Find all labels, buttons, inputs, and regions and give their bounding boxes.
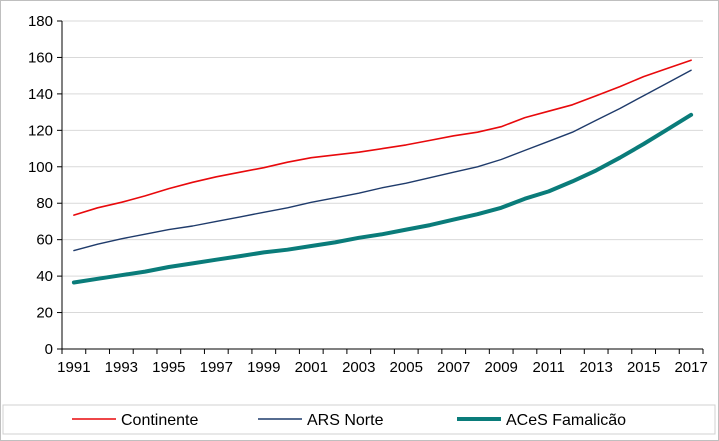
series-line-1: [73, 69, 692, 252]
legend-box: [2, 404, 716, 435]
gridlines: [62, 20, 703, 314]
series-line-2: [71, 112, 694, 285]
x-tick-label: 1999: [247, 359, 280, 376]
x-tick-label: 2015: [627, 359, 660, 376]
y-tick-label: 120: [28, 122, 53, 139]
legend: Continente ARS Norte ACeS Famalicão: [2, 404, 716, 435]
y-tick-label: 0: [45, 341, 53, 358]
x-tick-label: 2011: [533, 359, 565, 376]
x-tick-label: 2009: [485, 359, 518, 376]
y-tick-label: 140: [28, 86, 53, 103]
x-tick-label: 1993: [105, 359, 138, 376]
legend-label: ACeS Famalicão: [506, 412, 626, 429]
series-line-0: [73, 59, 692, 216]
x-tick-label: 2005: [390, 359, 423, 376]
x-tick-label: 1997: [200, 359, 233, 376]
x-tick-label: 2001: [295, 359, 328, 376]
x-tick-label: 1991: [57, 359, 90, 376]
x-tick-label: 2013: [579, 359, 612, 376]
y-tick-label: 160: [28, 49, 53, 66]
y-tick-label: 100: [28, 159, 53, 176]
y-tick-label: 40: [36, 268, 53, 285]
y-tick-label: 180: [28, 13, 53, 30]
y-tick-label: 80: [36, 195, 53, 212]
y-tick-label: 20: [36, 305, 53, 322]
legend-label: Continente: [121, 412, 198, 429]
x-tick-label: 2017: [674, 359, 707, 376]
x-tick-label: 2007: [437, 359, 470, 376]
series-lines: [71, 59, 694, 285]
axes: [61, 21, 703, 350]
y-axis-ticks: 0 20 40 60 80 100 120 140 160 180: [28, 13, 62, 358]
legend-label: ARS Norte: [307, 412, 384, 429]
x-tick-label: 2003: [342, 359, 375, 376]
x-axis-ticks: 1991 1993 1995 1997 1999 2001 2003 2005 2007 2009…: [57, 349, 708, 376]
x-tick-label: 1995: [152, 359, 185, 376]
y-tick-label: 60: [36, 232, 53, 249]
